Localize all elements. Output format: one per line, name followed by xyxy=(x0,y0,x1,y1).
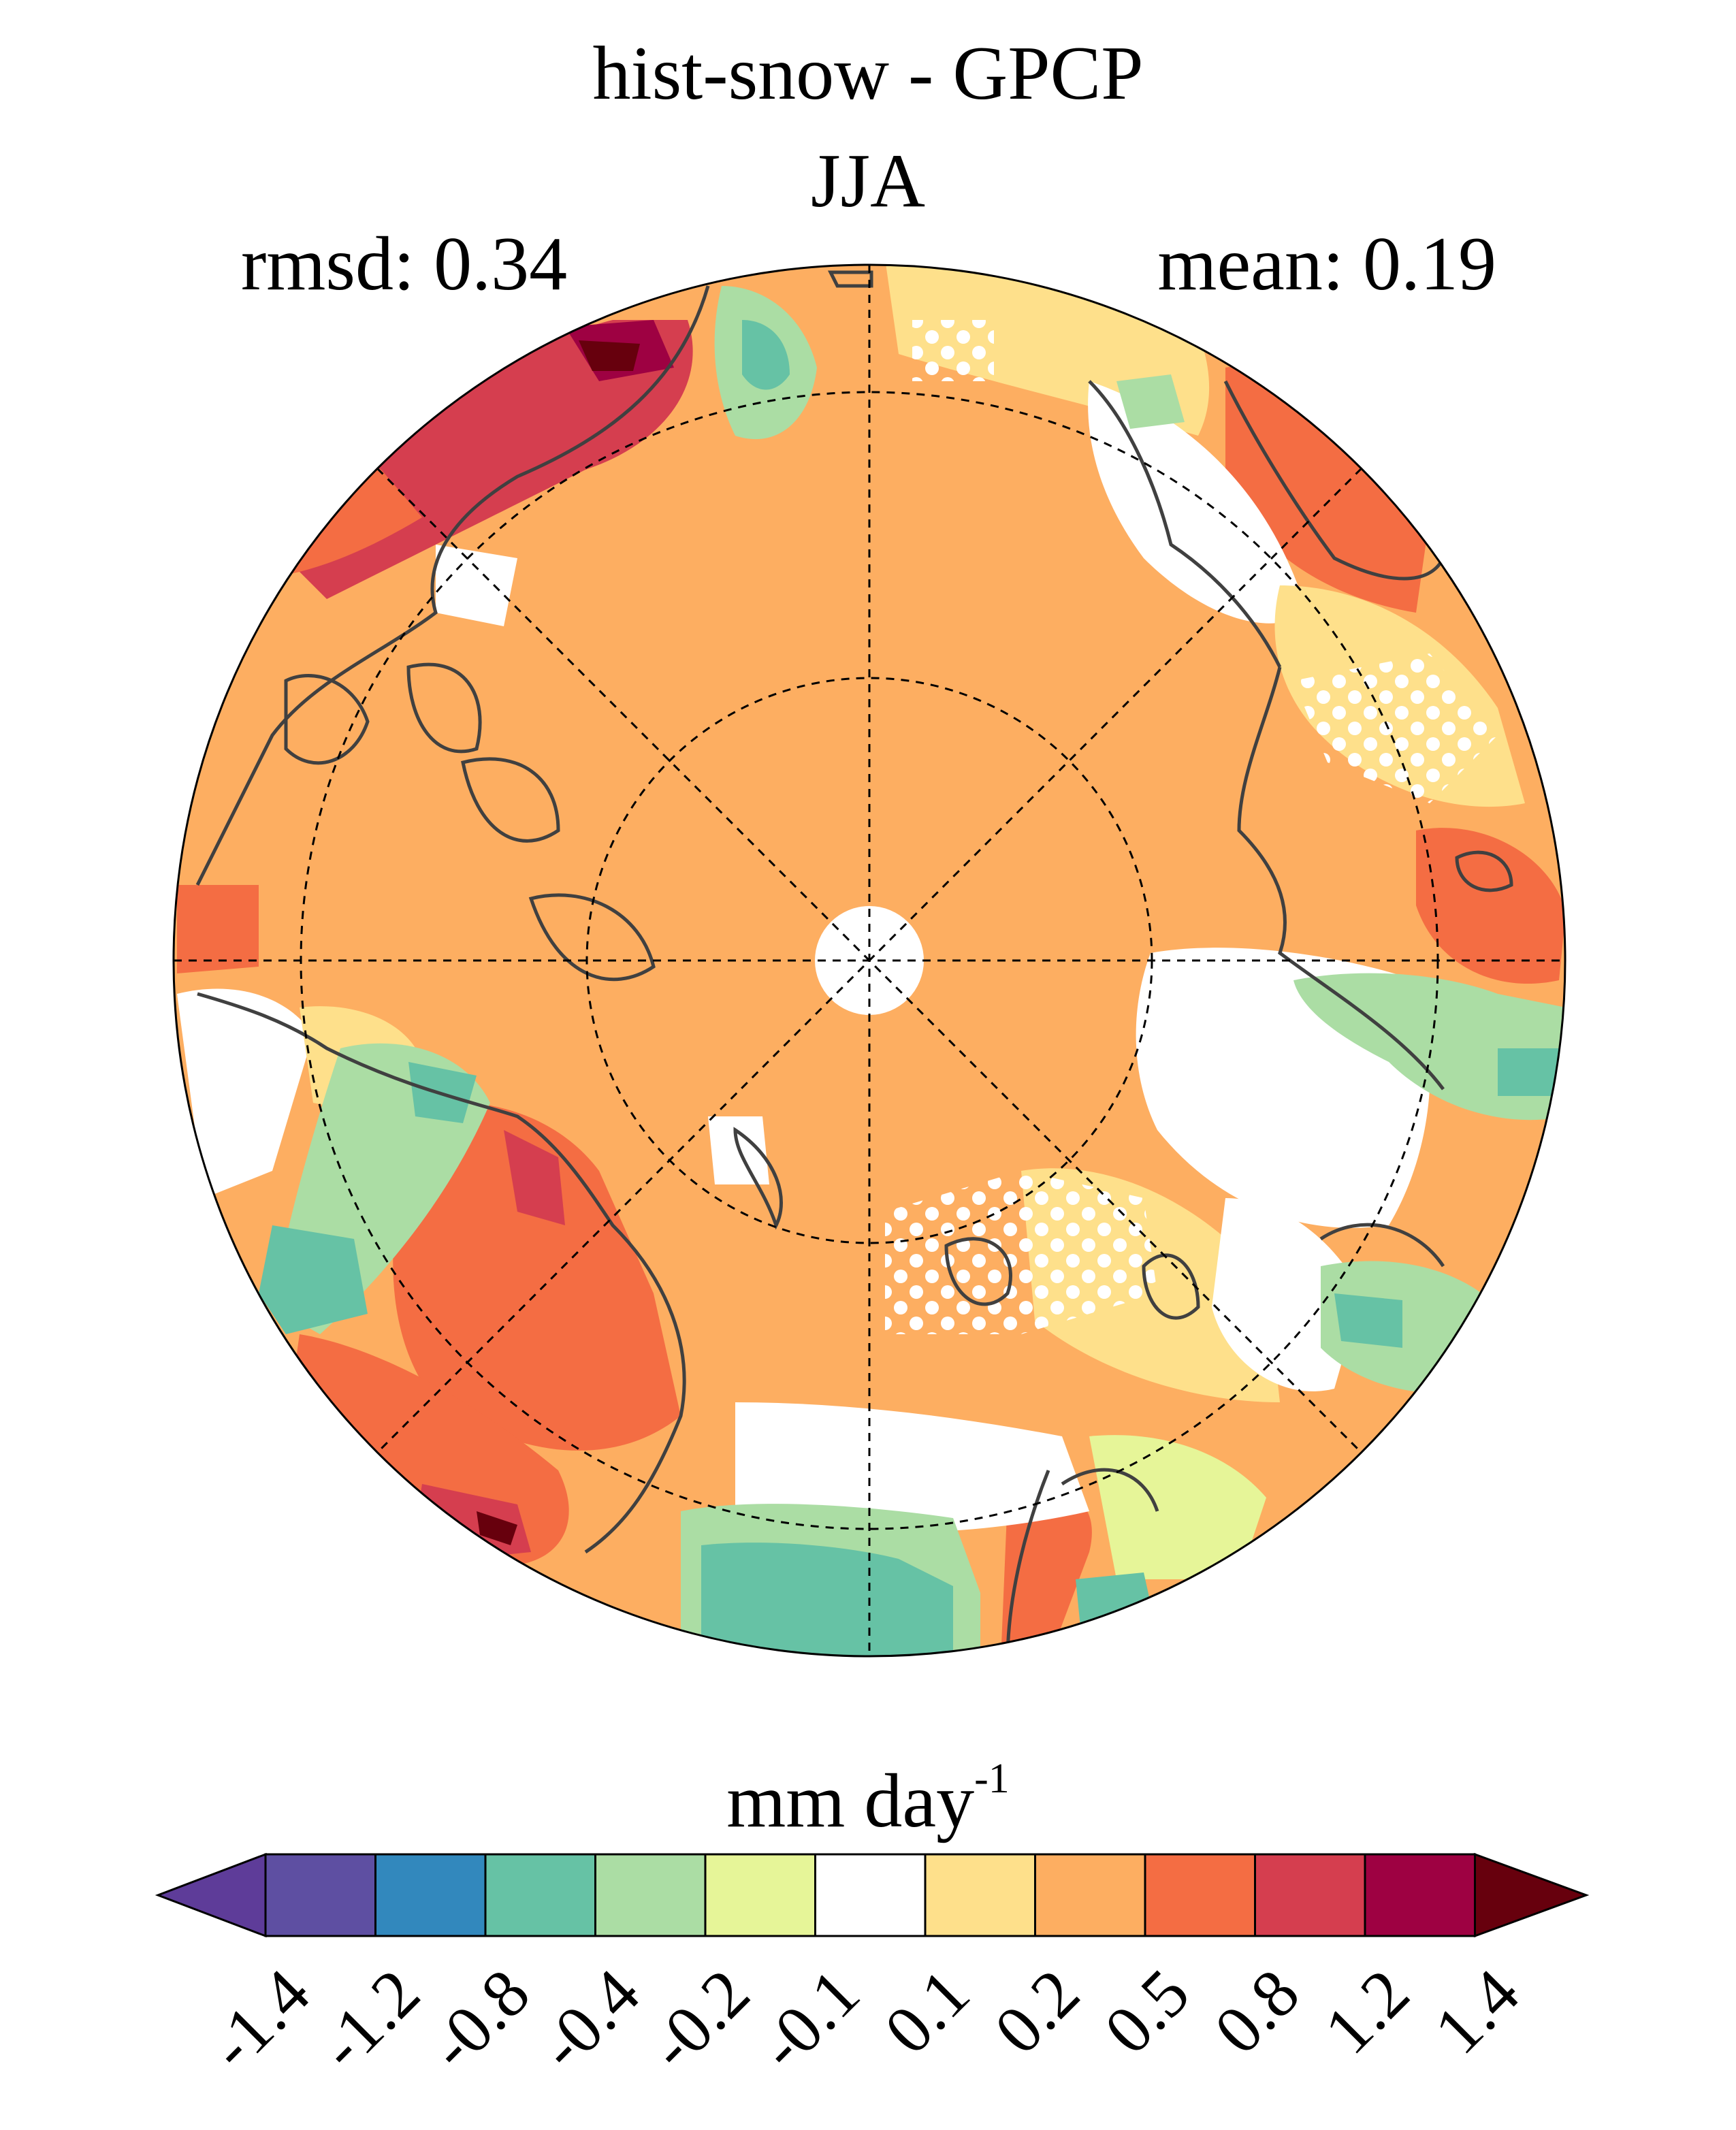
title-line-2: JJA xyxy=(810,139,926,223)
hatching-dots xyxy=(912,320,994,381)
anomaly-region xyxy=(1088,381,1307,624)
anomaly-region xyxy=(1498,1048,1559,1096)
anomaly-region xyxy=(177,885,259,973)
colorbar-tick-label: -0.2 xyxy=(634,1954,763,2084)
hatching-dots xyxy=(885,1171,1157,1334)
colorbar-extend-high xyxy=(1474,1852,1590,1938)
colorbar-box xyxy=(704,1853,816,1937)
colorbar-tick-label: -1.2 xyxy=(304,1954,434,2084)
anomaly-region xyxy=(701,1543,953,1656)
hatching-dots xyxy=(1293,653,1498,803)
colorbar-tick-label: -0.1 xyxy=(744,1954,873,2084)
coastlines xyxy=(195,270,1513,1656)
anomaly-region xyxy=(477,1511,517,1545)
anomaly-region xyxy=(504,1130,565,1225)
colorbar-box xyxy=(264,1853,376,1937)
colorbar-tick-label: 1.4 xyxy=(1420,1954,1534,2068)
colorbar-box xyxy=(1144,1853,1256,1937)
title-line-1: hist-snow - GPCP xyxy=(592,31,1144,116)
colorbar-box xyxy=(1034,1853,1146,1937)
anomaly-region xyxy=(735,1402,1089,1533)
colorbar-box xyxy=(924,1853,1036,1937)
anomaly-region xyxy=(1089,1435,1266,1579)
anomaly-region xyxy=(1001,1489,1092,1656)
colorbar-units: mm day-1 xyxy=(726,1755,1010,1843)
anomaly-region xyxy=(393,1101,681,1451)
anomaly-region xyxy=(1225,365,1430,613)
colorbar-tick-label: 1.2 xyxy=(1310,1954,1424,2068)
colorbar-box xyxy=(1364,1853,1476,1937)
anomaly-region xyxy=(1334,1293,1402,1348)
map-border xyxy=(172,263,1566,1658)
anomaly-region xyxy=(579,340,640,371)
colorbar-tick-label: -1.4 xyxy=(194,1954,323,2084)
anomaly-region xyxy=(177,988,313,1198)
colorbar-tick-label: 0.8 xyxy=(1200,1954,1314,2068)
anomaly-region xyxy=(742,320,790,390)
anomaly-region xyxy=(1116,374,1185,429)
colorbar-tick-label: -0.8 xyxy=(414,1954,543,2084)
rmsd-label: rmsd: 0.34 xyxy=(241,222,568,306)
polar-map xyxy=(172,263,1566,1658)
colorbar-box xyxy=(814,1853,927,1937)
colorbar-tick-label: 0.5 xyxy=(1090,1954,1204,2068)
colorbar-tick-label: 0.1 xyxy=(870,1954,984,2068)
mean-label: mean: 0.19 xyxy=(1157,222,1496,306)
anomaly-region xyxy=(436,545,517,626)
colorbar-tick-label: 0.2 xyxy=(980,1954,1094,2068)
graticule xyxy=(174,265,1565,1656)
colorbar-tick-label: -0.4 xyxy=(524,1954,654,2084)
anomaly-region xyxy=(1416,828,1565,984)
colorbar-box xyxy=(1254,1853,1366,1937)
colorbar-box xyxy=(594,1853,707,1937)
colorbar-extend-low xyxy=(155,1852,267,1938)
colorbar-box xyxy=(484,1853,596,1937)
colorbar-box xyxy=(374,1853,487,1937)
hatching-dots xyxy=(1157,967,1280,1062)
anomaly-region xyxy=(259,1225,368,1334)
